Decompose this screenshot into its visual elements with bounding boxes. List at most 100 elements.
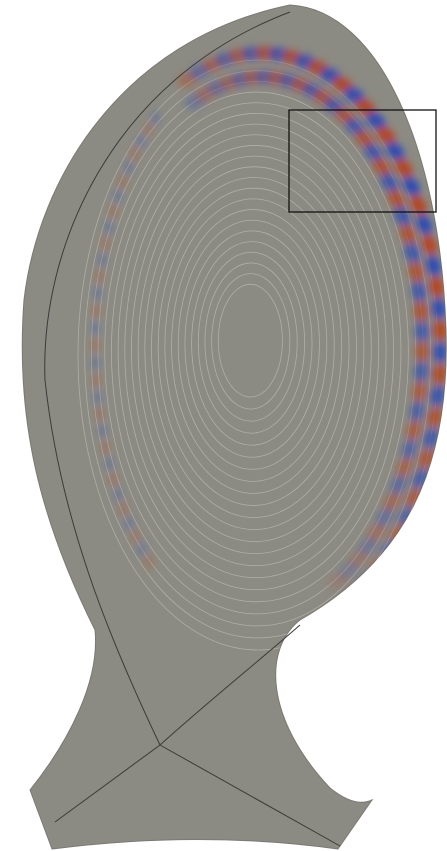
mode-blob: [113, 487, 122, 502]
mode-blob: [431, 297, 446, 320]
mode-blob: [367, 523, 386, 542]
flux-surface: [111, 113, 402, 591]
mode-blob: [98, 252, 107, 267]
separatrix: [44, 11, 341, 847]
mode-blob: [105, 456, 114, 471]
mode-blob: [109, 472, 118, 487]
mode-blob: [414, 320, 429, 343]
mode-blob: [429, 276, 444, 298]
mode-blob: [92, 373, 101, 388]
mode-blob: [108, 204, 117, 219]
mode-blob: [432, 319, 447, 342]
mode-blob: [383, 491, 401, 512]
mode-blob: [410, 194, 427, 216]
flux-surface: [144, 166, 365, 530]
mode-blob: [427, 406, 442, 429]
mode-blob: [386, 141, 405, 161]
mode-blob: [144, 554, 153, 569]
flux-surface: [211, 273, 291, 410]
mode-blob: [406, 419, 422, 442]
mode-blob: [101, 440, 110, 455]
mode-blob: [395, 158, 413, 179]
mode-blob: [412, 380, 427, 403]
mode-blob: [113, 189, 122, 204]
mode-blob: [124, 516, 133, 531]
flux-surface: [104, 102, 409, 603]
zoom-box: [288, 109, 437, 213]
mode-blob: [375, 508, 394, 528]
flux-surface: [171, 209, 335, 482]
mode-blob: [92, 303, 101, 318]
flux-surface: [157, 187, 350, 506]
flux-surface: [117, 123, 394, 579]
mode-blob: [355, 98, 376, 117]
mode-blob: [425, 254, 441, 277]
flux-surface: [137, 155, 372, 542]
mode-blob: [413, 300, 428, 323]
flux-surface: [204, 262, 298, 422]
mode-blob: [91, 355, 100, 370]
mode-blob: [387, 189, 405, 210]
mode-blob: [380, 173, 399, 193]
flux-surface: [217, 283, 283, 398]
mode-blob: [418, 448, 434, 470]
mode-blob: [421, 234, 437, 256]
mode-blob: [130, 147, 139, 162]
mode-blob: [396, 457, 413, 478]
separatrix-line: [44, 11, 291, 746]
mode-blob: [364, 143, 383, 162]
mode-blob: [408, 261, 424, 283]
mode-blob: [95, 407, 104, 422]
mode-blob: [124, 160, 133, 175]
mode-blob: [91, 338, 100, 353]
separatrix-leg: [159, 744, 341, 847]
mode-blob: [432, 341, 447, 364]
mode-blob: [104, 220, 113, 235]
mode-blob: [430, 384, 445, 407]
flux-surface: [184, 230, 320, 458]
flux-surface: [151, 177, 357, 518]
mode-blob: [366, 112, 386, 130]
mode-blob: [409, 400, 425, 423]
mode-blob: [95, 269, 104, 284]
domain-shape: [21, 4, 447, 850]
mode-blob: [404, 242, 420, 264]
flux-surface: [124, 134, 387, 567]
flux-surface: [197, 251, 306, 434]
mode-blob: [137, 134, 146, 149]
mode-blob: [414, 340, 429, 363]
mode-blob: [390, 475, 407, 496]
flux-surface: [131, 145, 380, 555]
separatrix-line: [159, 624, 301, 746]
mode-blob: [414, 360, 429, 383]
separatrix-leg: [54, 744, 161, 823]
flux-surface: [84, 70, 431, 639]
mode-blob: [91, 321, 100, 336]
flux-surface: [191, 241, 313, 446]
mode-blob: [327, 572, 349, 589]
mode-blob: [151, 111, 160, 126]
mode-blob: [411, 280, 427, 303]
mode-blob: [137, 542, 146, 557]
mode-blob: [93, 286, 102, 301]
mode-blob: [423, 427, 439, 449]
mode-blob: [98, 424, 107, 439]
mode-blob: [402, 176, 420, 197]
mode-blob: [93, 390, 102, 405]
mode-blob: [416, 214, 432, 236]
mode-blob: [372, 157, 391, 177]
mode-blob: [399, 224, 416, 245]
flux-surface: [177, 219, 328, 470]
mode-blob: [401, 438, 418, 460]
mode-blob: [101, 236, 110, 251]
mode-blob: [130, 529, 139, 544]
mode-blob: [432, 363, 447, 386]
flux-surface: [164, 198, 343, 494]
mode-blob: [119, 502, 128, 517]
mode-blob: [144, 122, 153, 137]
flux-surfaces: [77, 59, 439, 651]
mode-blob: [118, 174, 127, 189]
mode-blob: [376, 126, 396, 145]
